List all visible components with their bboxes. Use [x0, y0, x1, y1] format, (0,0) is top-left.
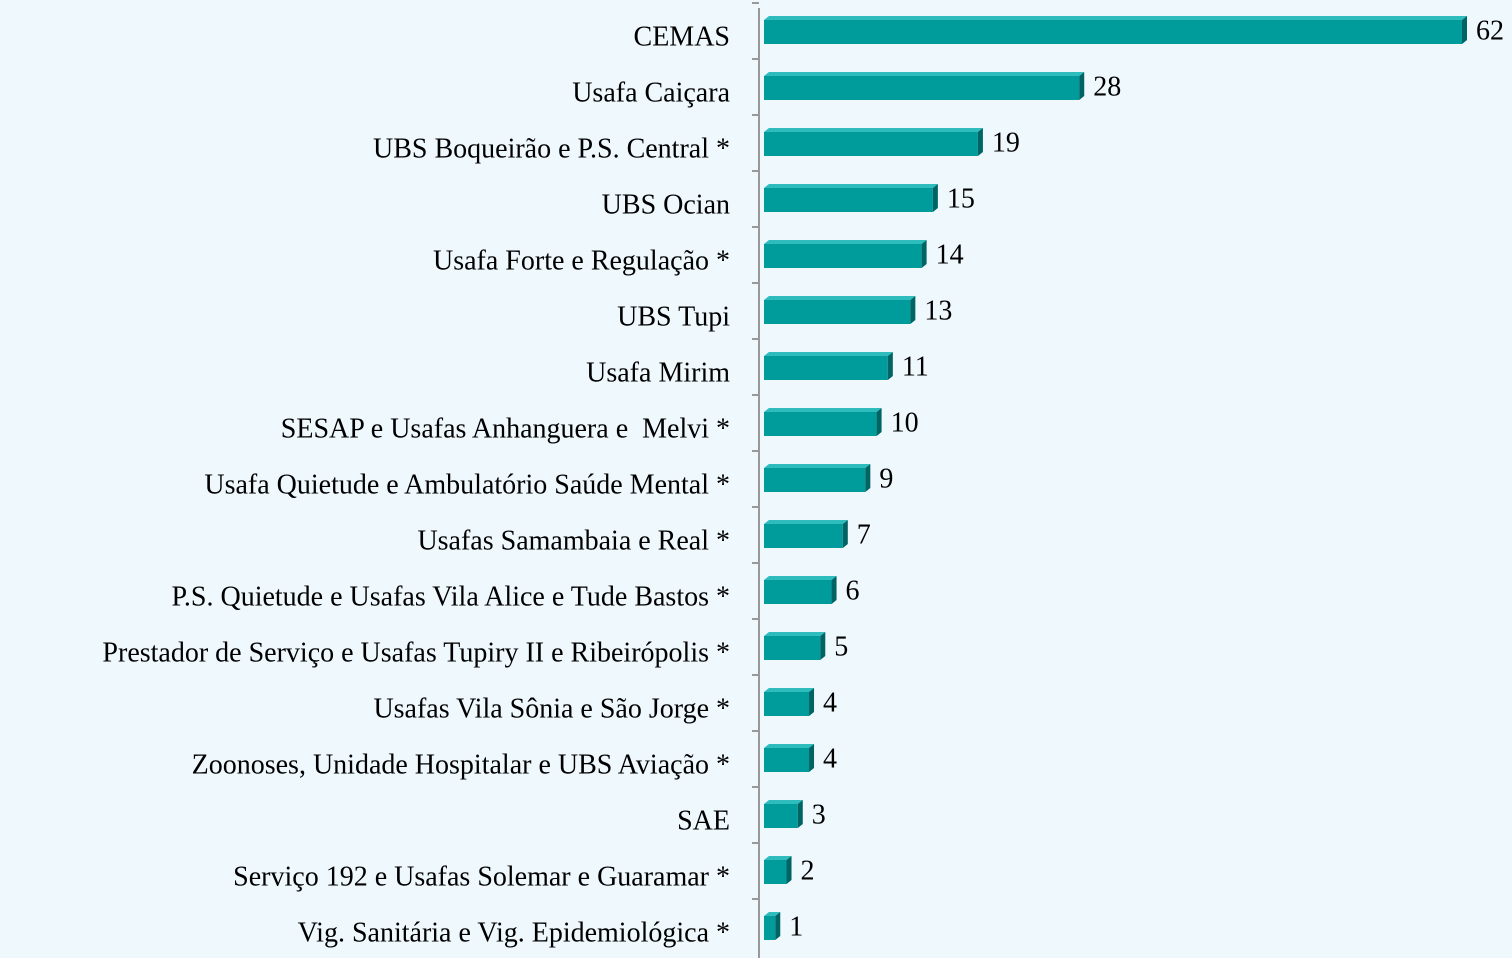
value-label: 62: [1476, 15, 1504, 46]
bar-side: [1079, 72, 1085, 100]
bar: [764, 20, 1462, 44]
value-label: 9: [879, 463, 893, 494]
bar: [764, 244, 922, 268]
bar: [764, 636, 821, 660]
bar-side: [1462, 16, 1467, 44]
bar-top: [764, 912, 781, 916]
bar: [764, 132, 978, 156]
bar-side: [831, 576, 837, 604]
bar: [764, 188, 933, 212]
bar-top: [764, 184, 938, 188]
bar-side: [977, 128, 983, 156]
bar-side: [775, 912, 781, 940]
category-label: Zoonoses, Unidade Hospitalar e UBS Aviaç…: [192, 749, 730, 780]
bar-side: [921, 240, 927, 268]
bar: [764, 804, 798, 828]
value-label: 13: [924, 295, 952, 326]
value-label: 1: [789, 911, 803, 942]
bar-side: [842, 520, 848, 548]
bar-top: [764, 464, 871, 468]
bar: [764, 76, 1080, 100]
bar-top: [764, 72, 1085, 76]
value-label: 2: [801, 855, 815, 886]
value-label: 6: [846, 575, 860, 606]
bar: [764, 356, 888, 380]
bar-side: [809, 744, 815, 772]
value-label: 15: [947, 183, 975, 214]
bar-top: [764, 296, 916, 300]
bar-top: [764, 520, 848, 524]
bar-top: [764, 800, 803, 804]
category-label: UBS Boqueirão e P.S. Central *: [373, 133, 730, 164]
category-label: P.S. Quietude e Usafas Vila Alice e Tude…: [171, 581, 730, 612]
bar-side: [932, 184, 938, 212]
bar: [764, 300, 911, 324]
bar: [764, 860, 787, 884]
bar-side: [876, 408, 882, 436]
category-label: Usafas Vila Sônia e São Jorge *: [373, 693, 730, 724]
bar: [764, 580, 832, 604]
bar-side: [820, 632, 826, 660]
value-label: 19: [992, 127, 1020, 158]
value-label: 5: [834, 631, 848, 662]
value-label: 11: [902, 351, 929, 382]
category-label: Vig. Sanitária e Vig. Epidemiológica *: [298, 917, 730, 948]
value-label: 3: [812, 799, 826, 830]
bar-top: [764, 240, 927, 244]
category-label: Usafa Forte e Regulação *: [433, 245, 730, 276]
bar: [764, 748, 810, 772]
bar-side: [887, 352, 893, 380]
bar-top: [764, 632, 826, 636]
bar: [764, 412, 877, 436]
bar-top: [764, 352, 893, 356]
category-label: Usafa Quietude e Ambulatório Saúde Menta…: [204, 469, 730, 500]
bar-side: [797, 800, 803, 828]
value-label: 7: [857, 519, 871, 550]
value-label: 10: [891, 407, 919, 438]
bar-top: [764, 576, 837, 580]
category-label: UBS Tupi: [617, 301, 730, 332]
bar-side: [910, 296, 916, 324]
bar: [764, 692, 810, 716]
category-label: SAE: [677, 805, 730, 836]
value-label: 4: [823, 743, 837, 774]
category-label: Usafas Samambaia e Real *: [417, 525, 730, 556]
bar-side: [786, 856, 792, 884]
value-label: 14: [936, 239, 964, 270]
bar-top: [764, 744, 815, 748]
bar-top: [764, 688, 815, 692]
bar-top: [764, 128, 983, 132]
category-label: Serviço 192 e Usafas Solemar e Guaramar …: [233, 861, 730, 892]
bar: [764, 524, 843, 548]
value-label: 28: [1093, 71, 1121, 102]
category-label: Prestador de Serviço e Usafas Tupiry II …: [102, 637, 730, 668]
bar-top: [764, 856, 792, 860]
bar-side: [809, 688, 815, 716]
bar: [764, 468, 866, 492]
bar-side: [865, 464, 871, 492]
category-label: Usafa Caiçara: [572, 77, 730, 108]
bar-top: [764, 408, 882, 412]
bar: [764, 916, 776, 940]
category-label: CEMAS: [634, 21, 730, 52]
bar-top: [764, 16, 1467, 20]
value-label: 4: [823, 687, 837, 718]
category-label: UBS Ocian: [602, 189, 730, 220]
category-label: SESAP e Usafas Anhanguera e Melvi *: [281, 413, 730, 444]
category-label: Usafa Mirim: [586, 357, 730, 388]
